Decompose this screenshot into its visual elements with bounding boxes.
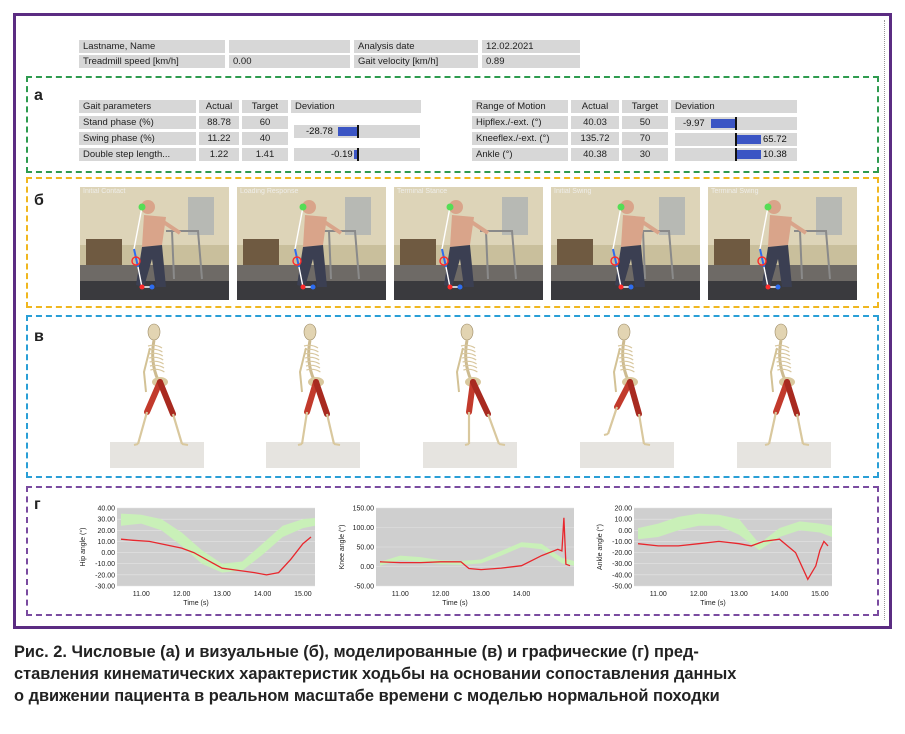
- rom-deviation-bar: 10.38: [675, 148, 797, 161]
- section-b-visual: [26, 177, 879, 308]
- deviation-value: 65.72: [763, 134, 787, 145]
- deviation-fill: [737, 135, 761, 144]
- gait-phase-label: Terminal Stance: [397, 188, 448, 195]
- section-a-numeric: [26, 76, 879, 173]
- caption-line: Рис. 2. Числовые (а) и визуальные (б), м…: [14, 643, 699, 661]
- section-v-model: [26, 315, 879, 478]
- gait-row-name: Stand phase (%): [79, 116, 196, 129]
- caption-line: ставления кинематических характеристик х…: [14, 665, 737, 683]
- gait-video-frame: Terminal Stance: [394, 187, 543, 300]
- rom-deviation-bar: -9.97: [675, 117, 797, 130]
- deviation-zero-mark: [735, 148, 737, 161]
- header-treadmill-value: 0.00: [229, 55, 350, 68]
- rom-deviation-bar: 65.72: [675, 133, 797, 146]
- section-a-label: а: [34, 87, 43, 104]
- header-date-value: 12.02.2021: [482, 40, 580, 53]
- rom-row-name: Ankle (°): [472, 148, 568, 161]
- gait-row-target: 60: [242, 116, 288, 129]
- rom-row-target: 50: [622, 116, 668, 129]
- gait-row-target: 40: [242, 132, 288, 145]
- rom-header-name: Range of Motion: [472, 100, 568, 113]
- gait-phase-label: Initial Swing: [554, 188, 592, 195]
- deviation-zero-mark: [357, 125, 359, 138]
- gait-video-frame: Loading Response: [237, 187, 386, 300]
- deviation-zero-mark: [735, 133, 737, 146]
- caption-line: о движении пациента в реальном масштабе …: [14, 687, 720, 705]
- gait-header-name: Gait parameters: [79, 100, 196, 113]
- gait-header-deviation: Deviation: [291, 100, 421, 113]
- deviation-fill: [354, 150, 357, 159]
- rom-row-target: 30: [622, 148, 668, 161]
- rom-row-actual: 40.38: [571, 148, 619, 161]
- gait-header-target: Target: [242, 100, 288, 113]
- rom-header-target: Target: [622, 100, 668, 113]
- skeleton-model: [110, 322, 204, 468]
- header-velocity-value: 0.89: [482, 55, 580, 68]
- rom-header-deviation: Deviation: [671, 100, 797, 113]
- gait-video-frame: Initial Contact: [80, 187, 229, 300]
- section-v-label: в: [34, 328, 44, 345]
- deviation-value: -0.19: [331, 149, 353, 160]
- deviation-fill: [711, 119, 735, 128]
- deviation-value: 10.38: [763, 149, 787, 160]
- gait-phase-label: Loading Response: [240, 188, 299, 195]
- figure-caption: Рис. 2. Числовые (а) и визуальные (б), м…: [14, 641, 894, 707]
- gait-row-name: Swing phase (%): [79, 132, 196, 145]
- deviation-zero-mark: [735, 117, 737, 130]
- rom-row-name: Hipflex./-ext. (°): [472, 116, 568, 129]
- gait-row-actual: 1.22: [199, 148, 239, 161]
- page-edge-dots: [884, 20, 885, 620]
- gait-row-target: 1.41: [242, 148, 288, 161]
- deviation-zero-mark: [357, 148, 359, 161]
- header-velocity-label: Gait velocity [km/h]: [354, 55, 478, 68]
- rom-row-actual: 135.72: [571, 132, 619, 145]
- rom-row-target: 70: [622, 132, 668, 145]
- gait-row-name: Double step length...: [79, 148, 196, 161]
- section-b-label: б: [34, 192, 44, 209]
- gait-phase-label: Initial Contact: [83, 188, 126, 195]
- gait-deviation-bar: -0.19: [294, 148, 420, 161]
- skeleton-model: [580, 322, 674, 468]
- header-treadmill-label: Treadmill speed [km/h]: [79, 55, 225, 68]
- rom-row-actual: 40.03: [571, 116, 619, 129]
- rom-header-actual: Actual: [571, 100, 619, 113]
- gait-phase-label: Terminal Swing: [711, 188, 759, 195]
- gait-deviation-bar: -28.78: [294, 125, 420, 138]
- deviation-value: -28.78: [306, 126, 333, 137]
- rom-row-name: Kneeflex./-ext. (°): [472, 132, 568, 145]
- deviation-fill: [737, 150, 761, 159]
- gait-header-actual: Actual: [199, 100, 239, 113]
- section-g-label: г: [34, 496, 41, 513]
- header-name-label: Lastname, Name: [79, 40, 225, 53]
- header-date-label: Analysis date: [354, 40, 478, 53]
- header-name-value: [229, 40, 350, 53]
- gait-video-frame: Terminal Swing: [708, 187, 857, 300]
- gait-row-actual: 11.22: [199, 132, 239, 145]
- section-g-graphs: [26, 486, 879, 616]
- skeleton-model: [266, 322, 360, 468]
- deviation-value: -9.97: [683, 118, 705, 129]
- gait-video-frame: Initial Swing: [551, 187, 700, 300]
- gait-row-actual: 88.78: [199, 116, 239, 129]
- deviation-fill: [338, 127, 357, 136]
- skeleton-model: [423, 322, 517, 468]
- skeleton-model: [737, 322, 831, 468]
